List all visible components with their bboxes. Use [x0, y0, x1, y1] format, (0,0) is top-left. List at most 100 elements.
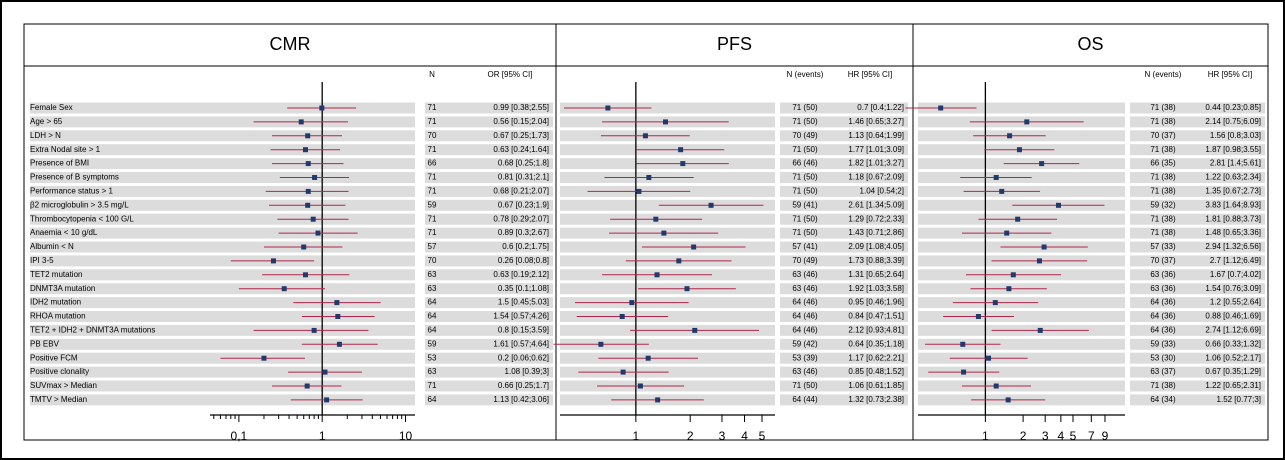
point-estimate: [1007, 133, 1013, 139]
n-value: 63: [428, 284, 437, 293]
row-band: [30, 380, 415, 392]
row-band: [780, 394, 908, 406]
point-estimate: [999, 188, 1005, 194]
point-estimate: [305, 161, 311, 167]
row-band: [425, 213, 553, 225]
row-label: TET2 + IDH2 + DNMT3A mutations: [30, 326, 155, 335]
row-band: [1130, 366, 1265, 378]
n-value: 64 (46): [792, 326, 818, 335]
estimate-label: 3.83 [1.64;8.93]: [1205, 200, 1261, 209]
point-estimate: [708, 202, 714, 208]
row-band: [780, 158, 908, 170]
estimate-label: 0.2 [0.06;0.62]: [498, 353, 549, 362]
row-band: [425, 116, 553, 128]
row-band: [30, 241, 415, 253]
row-band: [780, 227, 908, 239]
estimate-label: 2.12 [0.93;4.81]: [848, 326, 904, 335]
point-estimate: [684, 286, 690, 292]
estimate-label: 1.56 [0.8;3.03]: [1210, 131, 1261, 140]
n-value: 71 (38): [1150, 187, 1176, 196]
point-estimate: [1041, 244, 1047, 250]
row-band: [1130, 394, 1265, 406]
n-value: 70 (49): [792, 131, 818, 140]
column-header: N (events): [1145, 70, 1182, 79]
row-band: [918, 102, 1125, 114]
estimate-label: 1.87 [0.98;3.55]: [1205, 145, 1261, 154]
row-band: [780, 366, 908, 378]
row-band: [1130, 144, 1265, 156]
row-band: [918, 311, 1125, 322]
point-estimate: [992, 300, 998, 306]
estimate-label: 0.64 [0.35;1.18]: [848, 339, 904, 348]
row-band: [425, 311, 553, 322]
estimate-label: 0.88 [0.46;1.69]: [1205, 312, 1261, 321]
row-label: TMTV > Median: [30, 395, 87, 404]
row-band: [1130, 380, 1265, 392]
estimate-label: 1.13 [0.42;3.06]: [493, 395, 549, 404]
n-value: 66: [428, 159, 437, 168]
point-estimate: [1005, 397, 1011, 403]
row-band: [425, 394, 553, 406]
row-band: [780, 297, 908, 309]
n-value: 63 (36): [1150, 270, 1176, 279]
row-band: [780, 338, 908, 350]
n-value: 64: [428, 326, 437, 335]
n-value: 59: [428, 339, 437, 348]
n-value: 63 (46): [792, 367, 818, 376]
point-estimate: [1004, 230, 1010, 236]
panel-title: PFS: [717, 34, 752, 54]
row-band: [30, 116, 415, 128]
n-value: 63 (46): [792, 284, 818, 293]
row-label: Thrombocytopenia < 100 G/L: [30, 214, 134, 223]
row-label: Presence of B symptoms: [30, 173, 119, 182]
point-estimate: [322, 369, 328, 375]
point-estimate: [302, 272, 308, 278]
n-value: 59 (32): [1150, 200, 1176, 209]
x-tick-label: 4: [1057, 429, 1064, 443]
point-estimate: [661, 230, 667, 236]
column-header: HR [95% CI]: [848, 70, 892, 79]
estimate-label: 0.78 [0.29;2.07]: [493, 214, 549, 223]
row-band: [780, 352, 908, 364]
row-band: [30, 199, 415, 211]
point-estimate: [261, 355, 267, 361]
n-value: 71 (50): [792, 214, 818, 223]
point-estimate: [336, 341, 342, 347]
estimate-label: 1.29 [0.72;2.33]: [848, 214, 904, 223]
column-header: N: [429, 70, 435, 79]
n-value: 59 (41): [792, 200, 818, 209]
estimate-label: 0.95 [0.46;1.96]: [848, 298, 904, 307]
estimate-label: 1.04 [0.54;2]: [860, 187, 904, 196]
row-band: [30, 102, 415, 114]
point-estimate: [598, 341, 604, 347]
estimate-label: 0.63 [0.24;1.64]: [493, 145, 549, 154]
estimate-label: 0.66 [0.33;1.32]: [1205, 339, 1261, 348]
n-value: 64 (36): [1150, 312, 1176, 321]
estimate-label: 1.54 [0.57;4.26]: [493, 312, 549, 321]
row-band: [780, 283, 908, 295]
row-band: [1130, 158, 1265, 170]
n-value: 63: [428, 367, 437, 376]
n-value: 64: [428, 395, 437, 404]
point-estimate: [298, 119, 304, 125]
point-estimate: [680, 161, 686, 167]
row-band: [1130, 102, 1265, 114]
estimate-label: 1.54 [0.76;3.09]: [1205, 284, 1261, 293]
row-band: [425, 269, 553, 281]
x-tick-label: 5: [1070, 429, 1077, 443]
row-band: [1130, 199, 1265, 211]
row-band: [560, 338, 775, 350]
estimate-label: 1.43 [0.71;2.86]: [848, 228, 904, 237]
point-estimate: [1016, 147, 1022, 153]
n-value: 71 (50): [792, 145, 818, 154]
row-band: [30, 324, 415, 336]
row-band: [30, 366, 415, 378]
point-estimate: [653, 216, 659, 222]
estimate-label: 2.61 [1.34;5.09]: [848, 200, 904, 209]
point-estimate: [315, 230, 321, 236]
point-estimate: [335, 314, 341, 319]
n-value: 53 (30): [1150, 353, 1176, 362]
n-value: 57: [428, 242, 437, 251]
row-band: [30, 158, 415, 170]
